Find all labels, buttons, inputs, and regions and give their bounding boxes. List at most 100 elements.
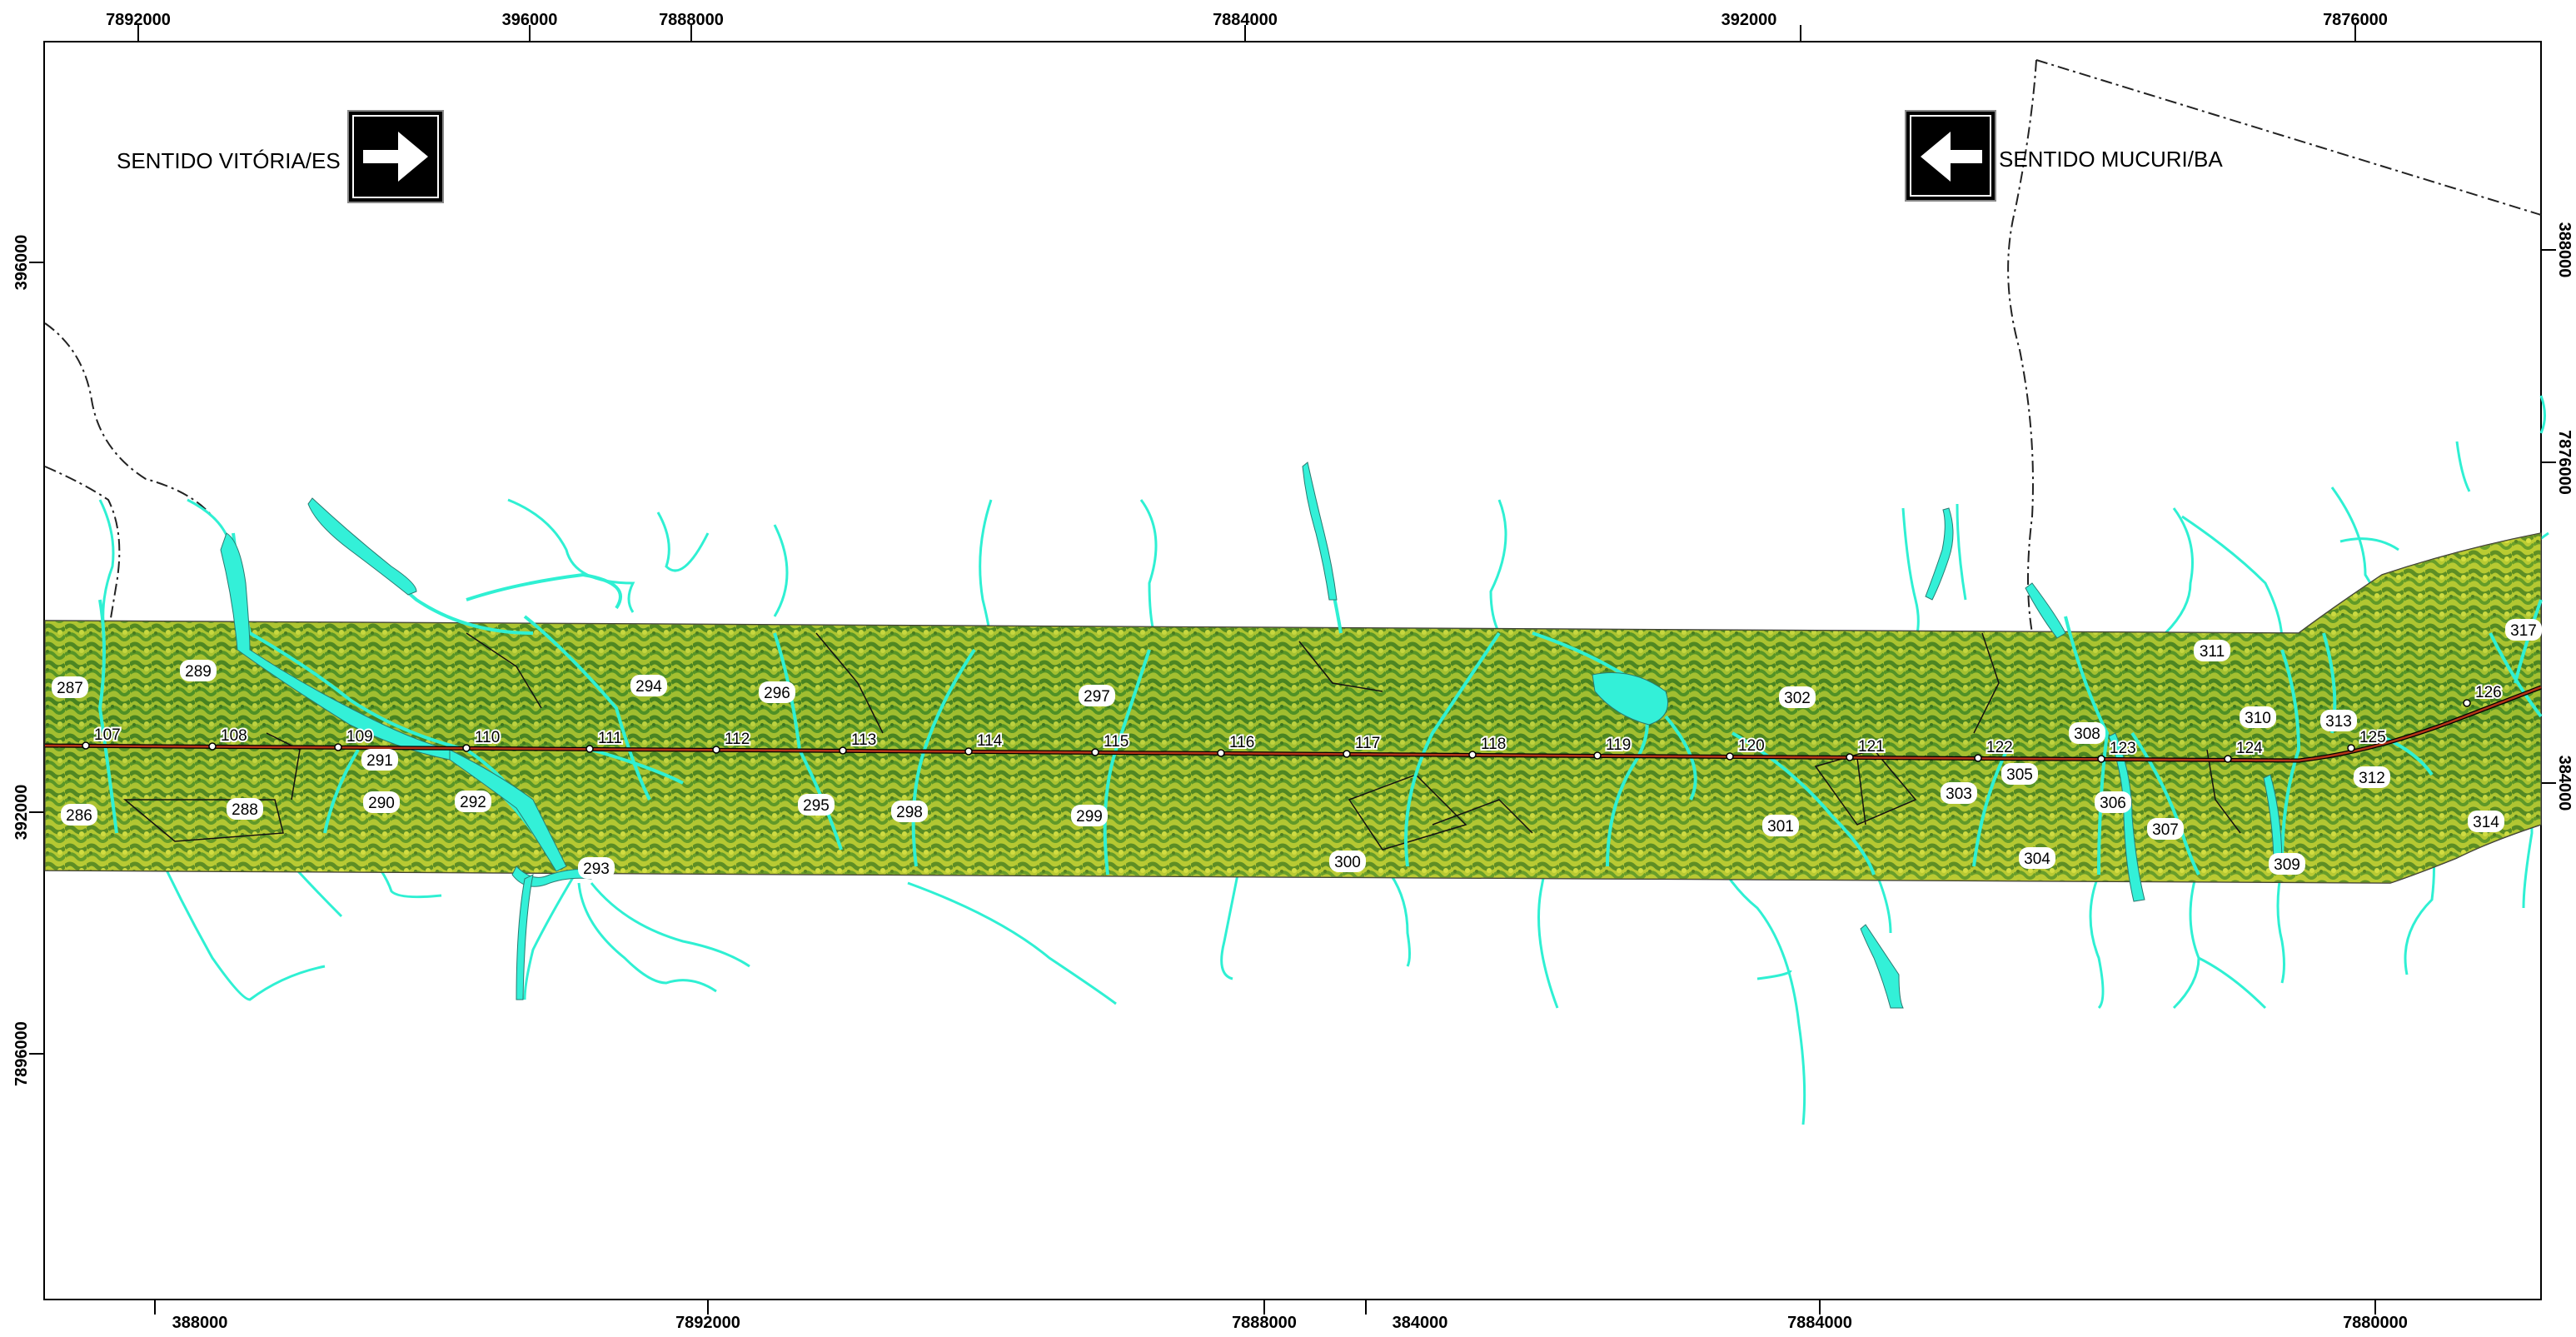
km-marker-label: 113 xyxy=(851,731,876,749)
bottom-tick-label: 384000 xyxy=(1393,1314,1448,1332)
point-label: 292 xyxy=(455,791,491,812)
bottom-tick-label: 7880000 xyxy=(2343,1314,2408,1332)
point-label-text: 286 xyxy=(66,807,92,825)
point-labels: 286 287 288 289 290 291 292 293 294 295 296 297 298 2… xyxy=(52,619,2542,879)
right-tick-label: 388000 xyxy=(2555,222,2574,278)
top-tick-label: 7884000 xyxy=(1213,11,1278,29)
arrow-left-icon xyxy=(1905,110,1996,202)
point-label-text: 290 xyxy=(368,795,395,812)
point-label: 311 xyxy=(2194,640,2230,661)
km-marker-dot xyxy=(2463,699,2471,707)
point-label: 300 xyxy=(1329,851,1366,872)
km-marker-label: 107 xyxy=(94,726,121,744)
km-marker-dot xyxy=(585,745,594,753)
bottom-tick-label: 388000 xyxy=(172,1314,228,1332)
left-tick-label: 392000 xyxy=(12,785,31,841)
point-label: 312 xyxy=(2354,766,2390,788)
point-label: 301 xyxy=(1762,815,1799,836)
km-marker-dot xyxy=(462,744,471,752)
km-marker-dot xyxy=(712,746,720,754)
km-marker-label: 109 xyxy=(346,728,373,746)
point-label-text: 317 xyxy=(2510,622,2537,640)
point-label: 291 xyxy=(361,749,398,771)
km-marker-label: 111 xyxy=(598,730,622,747)
point-label: 317 xyxy=(2505,619,2542,641)
point-label: 295 xyxy=(798,794,835,816)
direction-label-west: SENTIDO MUCURI/BA xyxy=(1999,147,2223,172)
km-marker-label: 125 xyxy=(2359,729,2386,746)
km-markers: 107 108 109 110 111 112 113 114 115 116 117 118 119 1… xyxy=(82,682,2504,763)
point-label: 305 xyxy=(2001,763,2038,785)
point-label: 306 xyxy=(2095,791,2131,813)
point-label: 299 xyxy=(1071,805,1108,826)
top-tick-label: 396000 xyxy=(502,11,558,29)
km-marker-label: 116 xyxy=(1229,734,1254,751)
point-label-text: 306 xyxy=(2100,795,2126,812)
right-tick-label: 7876000 xyxy=(2555,430,2574,495)
left-coordinate-ticks: 396000 7896000 392000 xyxy=(12,235,44,1086)
point-label-text: 308 xyxy=(2074,726,2100,743)
km-marker-dot xyxy=(82,741,90,750)
km-marker-dot xyxy=(334,743,342,751)
km-marker-dot xyxy=(208,742,217,751)
point-label-text: 295 xyxy=(803,797,830,815)
top-tick-label: 392000 xyxy=(1721,11,1777,29)
point-label-text: 304 xyxy=(2024,851,2050,868)
point-label-text: 301 xyxy=(1767,818,1794,836)
bottom-tick-label: 7888000 xyxy=(1232,1314,1297,1332)
water-bodies xyxy=(220,461,2283,1009)
point-label-text: 299 xyxy=(1076,808,1103,826)
point-label-text: 313 xyxy=(2325,713,2352,731)
point-label: 289 xyxy=(180,660,217,681)
km-marker-label: 112 xyxy=(725,731,750,748)
km-marker-dot xyxy=(1217,749,1225,757)
point-label: 288 xyxy=(227,798,263,820)
point-label-text: 305 xyxy=(2006,766,2033,784)
km-marker-dot xyxy=(1593,751,1602,760)
top-coordinate-ticks: 7892000 396000 7888000 7884000 392000 78… xyxy=(106,11,2388,42)
km-marker-dot xyxy=(1091,748,1099,756)
point-label-text: 310 xyxy=(2245,710,2271,727)
point-label: 297 xyxy=(1079,685,1115,706)
km-marker-label: 117 xyxy=(1355,735,1380,752)
point-label-text: 297 xyxy=(1084,688,1110,706)
point-label: 287 xyxy=(52,676,88,698)
bottom-tick-label: 7892000 xyxy=(675,1314,740,1332)
top-tick-label: 7876000 xyxy=(2323,11,2388,29)
bottom-coordinate-ticks: 388000 7892000 7888000 384000 7884000 78… xyxy=(154,1300,2408,1332)
km-marker-label: 118 xyxy=(1481,736,1506,753)
point-label: 296 xyxy=(759,681,795,703)
point-label-text: 300 xyxy=(1334,854,1361,871)
point-label: 314 xyxy=(2468,811,2504,832)
point-label: 308 xyxy=(2069,722,2105,744)
km-marker-label: 124 xyxy=(2236,740,2263,757)
left-tick-label: 7896000 xyxy=(12,1021,31,1086)
point-label: 302 xyxy=(1779,686,1816,708)
km-marker-label: 121 xyxy=(1858,738,1885,756)
point-label-text: 307 xyxy=(2152,821,2179,839)
km-marker-dot xyxy=(1343,750,1351,758)
top-tick-label: 7888000 xyxy=(659,11,724,29)
point-label: 310 xyxy=(2240,706,2276,728)
point-label-text: 312 xyxy=(2359,770,2385,787)
point-label: 294 xyxy=(630,675,667,696)
point-label: 309 xyxy=(2269,853,2305,875)
direction-sign-east: SENTIDO VITÓRIA/ES xyxy=(117,110,444,203)
km-marker-dot xyxy=(1468,751,1477,759)
point-label: 313 xyxy=(2320,710,2357,731)
point-label-text: 302 xyxy=(1784,690,1811,707)
point-label-text: 309 xyxy=(2274,856,2300,874)
km-marker-label: 115 xyxy=(1104,733,1129,751)
point-label-text: 289 xyxy=(185,663,212,681)
km-marker-dot xyxy=(1726,752,1734,761)
km-marker-label: 114 xyxy=(977,732,1003,750)
km-marker-label: 120 xyxy=(1738,737,1765,755)
arrow-right-icon xyxy=(347,110,444,203)
right-coordinate-ticks: 388000 7876000 384000 xyxy=(2541,222,2574,811)
km-marker-label: 119 xyxy=(1606,736,1631,754)
km-marker-dot xyxy=(2347,744,2355,752)
km-marker-dot xyxy=(2224,755,2232,763)
point-label-text: 294 xyxy=(635,678,662,696)
